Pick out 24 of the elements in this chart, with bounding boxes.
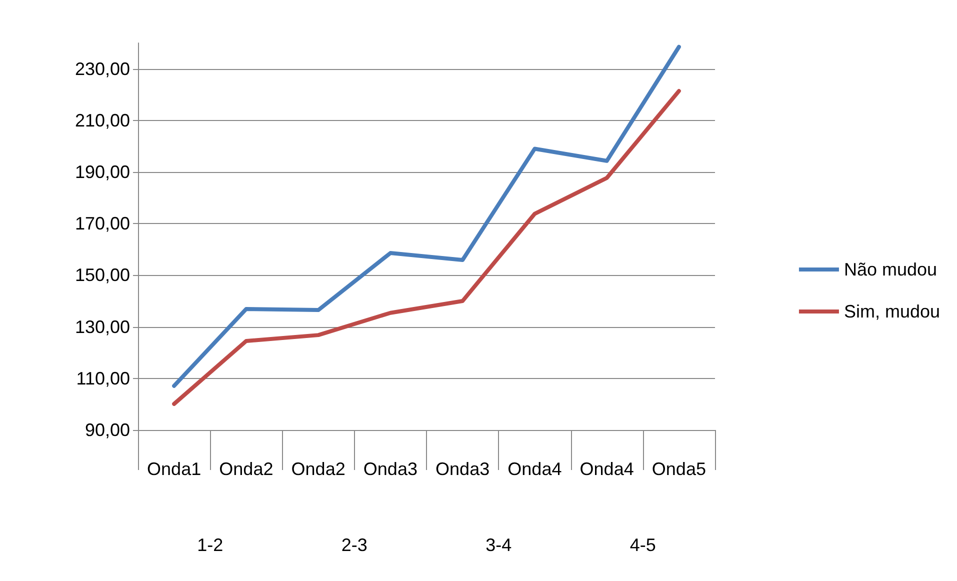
x-tick-label: Onda3 xyxy=(363,459,418,479)
text: 4-5 xyxy=(630,535,656,555)
text: 3-4 xyxy=(486,535,512,555)
text: 1-2 xyxy=(197,535,224,555)
legend-label: Sim, mudou xyxy=(844,302,940,322)
legend-label: Não mudou xyxy=(844,260,938,280)
y-tick-label: 110,00 xyxy=(76,368,130,388)
x-tick-label: Onda3 xyxy=(436,459,490,479)
x-tick-label: Onda2 xyxy=(291,459,346,479)
x-tick-label: Onda4 xyxy=(508,459,562,479)
x-tick-label: Onda4 xyxy=(580,459,634,479)
y-tick-label: 150,00 xyxy=(74,265,130,286)
y-tick-label: 130,00 xyxy=(74,316,130,337)
y-tick-label: 210,00 xyxy=(74,110,130,130)
x-tick-label: Onda5 xyxy=(652,459,706,479)
y-tick-label: 90,00 xyxy=(84,420,130,440)
y-tick-label: 230,00 xyxy=(74,58,130,79)
y-tick-label: 190,00 xyxy=(74,162,130,182)
text: 2-3 xyxy=(341,535,368,555)
x-tick-label: Onda2 xyxy=(219,459,274,479)
line-series xyxy=(172,88,681,406)
x-tick-label: Onda1 xyxy=(147,459,202,479)
line-series xyxy=(172,44,681,388)
y-tick-label: 170,00 xyxy=(74,214,130,234)
